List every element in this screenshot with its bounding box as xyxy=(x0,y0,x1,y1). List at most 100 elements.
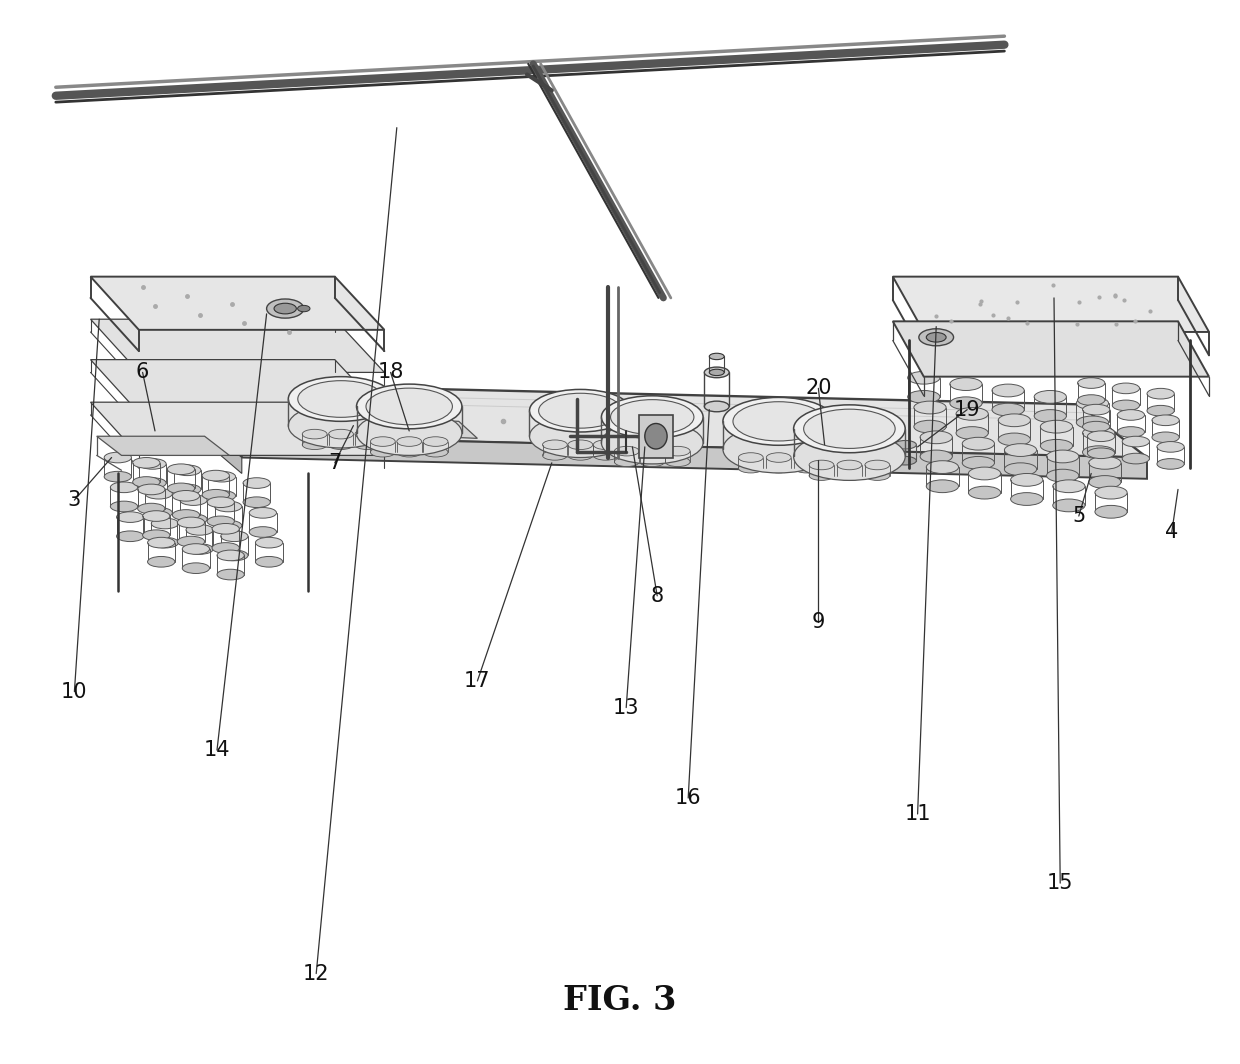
Ellipse shape xyxy=(145,508,172,518)
Text: 13: 13 xyxy=(613,698,640,717)
Ellipse shape xyxy=(968,486,1001,499)
Ellipse shape xyxy=(920,450,952,463)
Ellipse shape xyxy=(1047,450,1079,463)
Ellipse shape xyxy=(366,388,453,425)
Ellipse shape xyxy=(795,464,820,473)
Polygon shape xyxy=(91,277,384,330)
Ellipse shape xyxy=(423,436,448,447)
Ellipse shape xyxy=(104,471,131,482)
Ellipse shape xyxy=(1053,480,1085,493)
Ellipse shape xyxy=(143,511,170,521)
Ellipse shape xyxy=(594,451,618,461)
Ellipse shape xyxy=(267,299,304,318)
Ellipse shape xyxy=(117,512,144,522)
Ellipse shape xyxy=(962,437,994,450)
Ellipse shape xyxy=(956,427,988,439)
Ellipse shape xyxy=(172,510,200,520)
Text: 14: 14 xyxy=(203,741,231,760)
Ellipse shape xyxy=(1087,431,1115,442)
Ellipse shape xyxy=(329,440,353,450)
Ellipse shape xyxy=(139,478,166,488)
Ellipse shape xyxy=(143,530,170,541)
Ellipse shape xyxy=(594,440,618,450)
Ellipse shape xyxy=(1112,400,1140,411)
Ellipse shape xyxy=(255,556,283,567)
Ellipse shape xyxy=(1117,410,1145,420)
Ellipse shape xyxy=(145,488,172,499)
Ellipse shape xyxy=(723,425,835,473)
Ellipse shape xyxy=(998,414,1030,427)
Ellipse shape xyxy=(274,303,296,314)
Polygon shape xyxy=(180,383,242,458)
Ellipse shape xyxy=(329,430,353,439)
Ellipse shape xyxy=(1087,448,1115,459)
Ellipse shape xyxy=(709,369,724,376)
Ellipse shape xyxy=(920,431,952,444)
Ellipse shape xyxy=(1089,456,1121,469)
Ellipse shape xyxy=(666,447,689,456)
Ellipse shape xyxy=(208,491,236,501)
Ellipse shape xyxy=(186,544,213,554)
Polygon shape xyxy=(242,436,1147,479)
Text: 20: 20 xyxy=(805,379,832,398)
Polygon shape xyxy=(893,321,1209,377)
Ellipse shape xyxy=(837,461,862,470)
Ellipse shape xyxy=(950,397,982,410)
Ellipse shape xyxy=(298,381,384,417)
Ellipse shape xyxy=(202,489,229,500)
Ellipse shape xyxy=(180,514,207,525)
Text: 16: 16 xyxy=(675,788,702,808)
Ellipse shape xyxy=(1083,421,1110,432)
Ellipse shape xyxy=(1040,439,1073,452)
Ellipse shape xyxy=(182,563,210,573)
Ellipse shape xyxy=(357,384,463,429)
Ellipse shape xyxy=(766,464,791,473)
Ellipse shape xyxy=(1004,463,1037,476)
Text: 8: 8 xyxy=(651,586,663,605)
Ellipse shape xyxy=(926,332,946,343)
Polygon shape xyxy=(91,402,384,455)
Ellipse shape xyxy=(1047,469,1079,482)
Ellipse shape xyxy=(968,467,1001,480)
Ellipse shape xyxy=(1095,505,1127,518)
Ellipse shape xyxy=(221,531,248,542)
Ellipse shape xyxy=(610,400,694,434)
Ellipse shape xyxy=(288,377,394,421)
Polygon shape xyxy=(360,417,477,438)
Ellipse shape xyxy=(177,536,205,547)
Ellipse shape xyxy=(182,544,210,554)
Ellipse shape xyxy=(221,550,248,561)
Ellipse shape xyxy=(243,497,270,508)
Ellipse shape xyxy=(212,543,239,553)
Ellipse shape xyxy=(723,398,835,446)
Text: 18: 18 xyxy=(377,363,404,382)
Ellipse shape xyxy=(926,480,959,493)
Ellipse shape xyxy=(739,464,764,473)
Ellipse shape xyxy=(1011,493,1043,505)
Ellipse shape xyxy=(805,436,827,445)
Ellipse shape xyxy=(249,527,277,537)
Ellipse shape xyxy=(180,495,207,505)
Ellipse shape xyxy=(104,452,131,463)
Ellipse shape xyxy=(950,378,982,390)
Ellipse shape xyxy=(207,516,234,527)
Text: 6: 6 xyxy=(136,363,149,382)
Ellipse shape xyxy=(138,503,165,514)
Ellipse shape xyxy=(794,433,905,481)
Ellipse shape xyxy=(615,447,640,456)
Ellipse shape xyxy=(733,402,825,440)
Polygon shape xyxy=(180,404,242,473)
Ellipse shape xyxy=(568,440,593,450)
Ellipse shape xyxy=(249,508,277,518)
Ellipse shape xyxy=(174,465,201,476)
Ellipse shape xyxy=(640,458,665,467)
Ellipse shape xyxy=(110,482,138,493)
Ellipse shape xyxy=(739,453,764,463)
Ellipse shape xyxy=(1122,453,1149,464)
Ellipse shape xyxy=(601,421,703,464)
Ellipse shape xyxy=(1083,446,1115,459)
Ellipse shape xyxy=(1004,444,1037,456)
Ellipse shape xyxy=(217,550,244,561)
Ellipse shape xyxy=(908,390,940,403)
Ellipse shape xyxy=(208,471,236,482)
